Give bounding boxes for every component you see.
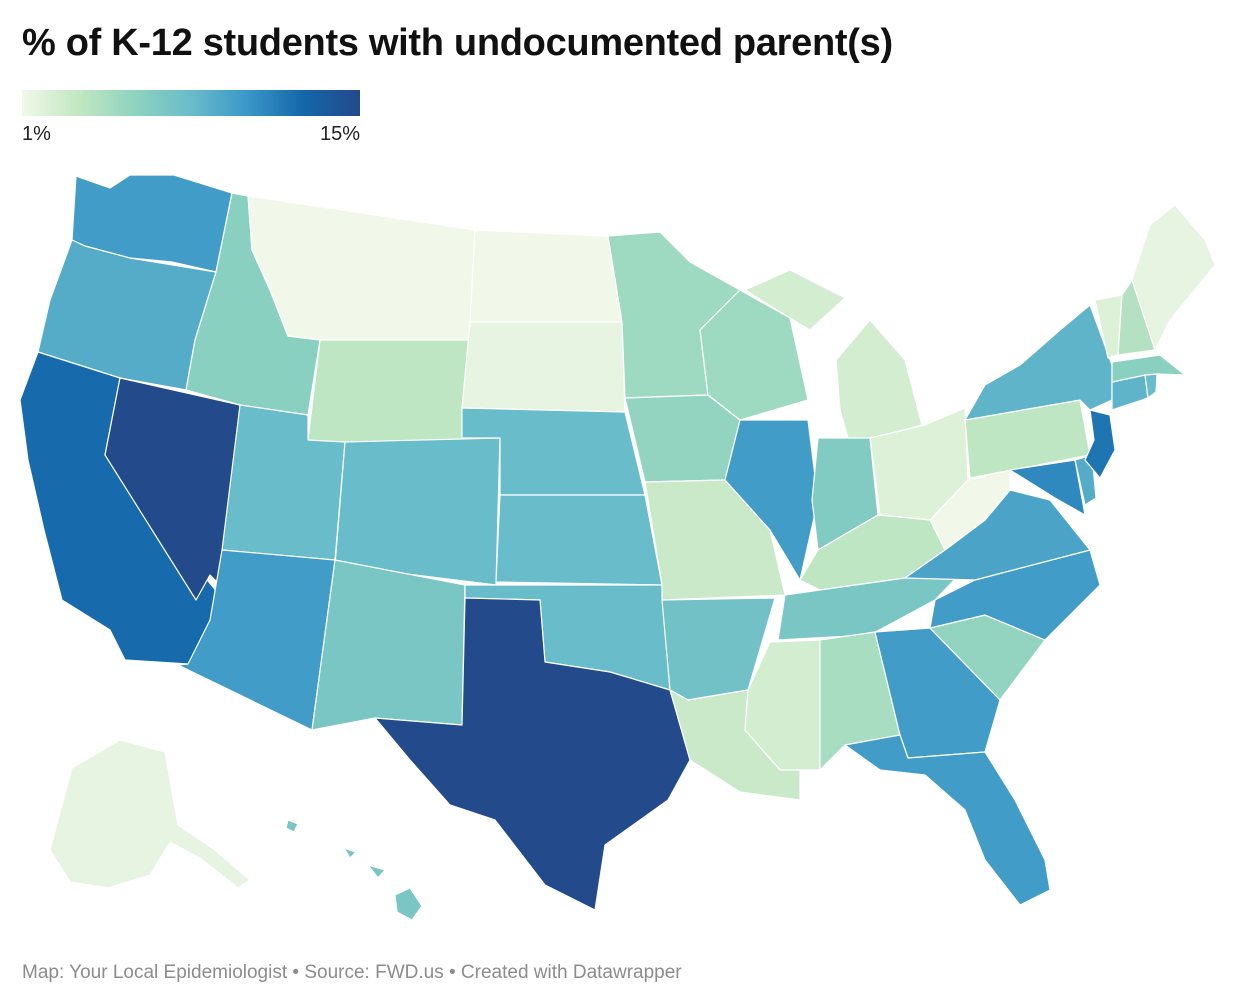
state-mi[interactable]	[835, 319, 923, 446]
footer-separator-2: •	[443, 962, 461, 983]
footer-source: Source: FWD.us	[304, 962, 444, 983]
color-legend: 1% 15%	[22, 90, 360, 147]
state-ia[interactable]	[624, 394, 741, 483]
state-mt[interactable]	[247, 195, 476, 341]
state-ny[interactable]	[964, 304, 1113, 421]
state-co[interactable]	[334, 437, 501, 586]
state-ks[interactable]	[495, 494, 663, 586]
footer-credit: Map: Your Local Epidemiologist	[22, 962, 288, 983]
state-nj[interactable]	[1084, 409, 1116, 479]
state-me[interactable]	[1131, 204, 1216, 351]
state-tx[interactable]	[374, 597, 691, 911]
state-hi[interactable]	[285, 819, 423, 921]
map-footer: Map: Your Local Epidemiologist • Source:…	[22, 962, 682, 984]
legend-min-label: 1%	[22, 123, 51, 145]
state-fl[interactable]	[844, 734, 1051, 906]
page-title: % of K-12 students with undocumented par…	[22, 22, 893, 64]
us-choropleth-map	[19, 174, 1216, 921]
footer-tool: Created with Datawrapper	[460, 962, 682, 983]
state-wv[interactable]	[929, 469, 1011, 551]
state-sd[interactable]	[461, 321, 626, 413]
state-wi[interactable]	[699, 289, 809, 421]
legend-max-label: 15%	[319, 123, 360, 145]
state-nd[interactable]	[469, 229, 623, 323]
state-mi-upper[interactable]	[744, 269, 846, 331]
state-nm[interactable]	[311, 559, 466, 731]
footer-separator: •	[287, 962, 305, 983]
legend-gradient-bar	[22, 90, 360, 116]
state-md[interactable]	[1009, 459, 1086, 516]
state-ak[interactable]	[49, 739, 251, 889]
state-ma[interactable]	[1111, 354, 1186, 383]
